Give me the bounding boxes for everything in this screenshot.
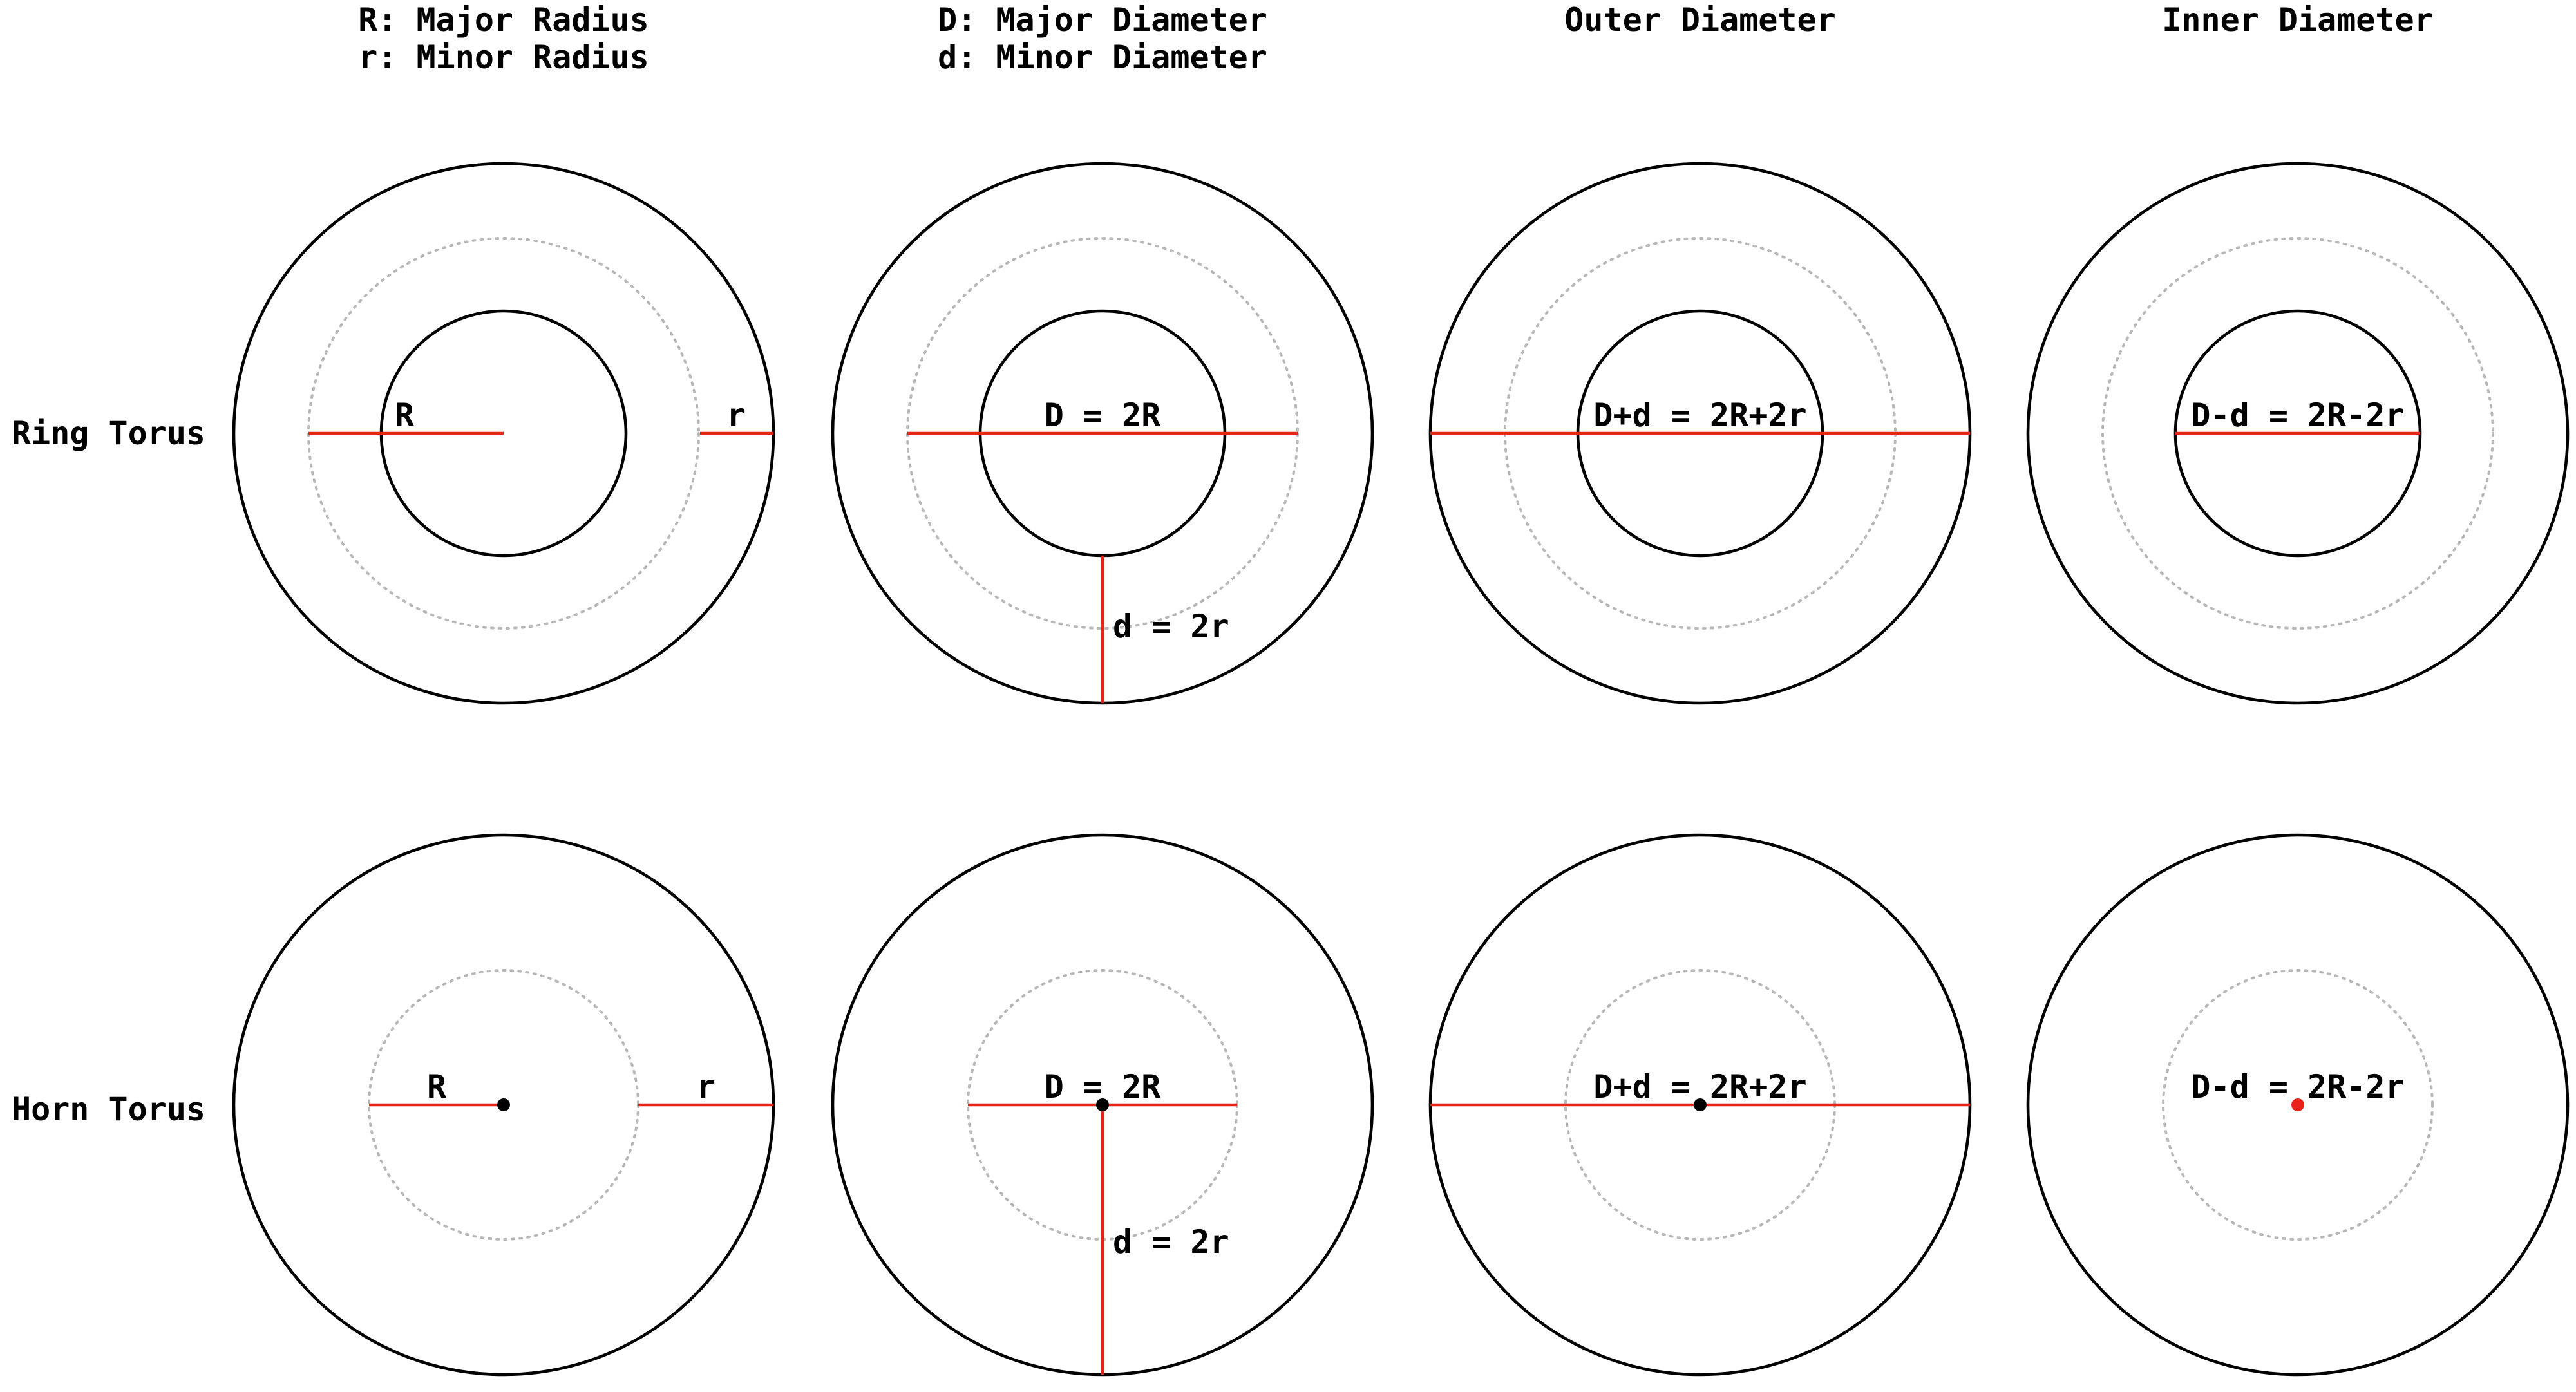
header-major-radius: R: Major Radius xyxy=(358,1,649,39)
inner-diameter-label: D-d = 2R-2r xyxy=(2191,397,2404,434)
horn-center-circle xyxy=(2162,969,2434,1241)
row-label-ring-torus: Ring Torus xyxy=(12,415,205,452)
minor-radius-label: r xyxy=(696,1068,715,1105)
ring-torus-inner-diameter-panel: D-d = 2R-2r xyxy=(2026,162,2570,705)
header-minor-diameter: d: Minor Diameter xyxy=(938,39,1267,76)
major-diameter-label: D = 2R xyxy=(1045,1068,1162,1105)
ring-torus-radii-panel: R r xyxy=(232,162,775,705)
minor-diameter-label: d = 2r xyxy=(1113,1223,1229,1261)
inner-diameter-zero-point xyxy=(2291,1098,2304,1111)
row-label-horn-torus: Horn Torus xyxy=(12,1091,205,1128)
header-inner-diameter: Inner Diameter xyxy=(2162,1,2433,39)
horn-outer-circle xyxy=(2026,833,2570,1377)
outer-diameter-label: D+d = 2R+2r xyxy=(1593,1068,1806,1105)
ring-center-circle xyxy=(2101,237,2494,630)
inner-diameter-label: D-d = 2R-2r xyxy=(2191,1068,2404,1105)
ring-torus-diameters-panel: D = 2R d = 2r xyxy=(831,162,1374,705)
major-radius-label: R xyxy=(427,1068,447,1105)
header-outer-diameter: Outer Diameter xyxy=(1564,1,1835,39)
center-point xyxy=(1694,1098,1707,1111)
major-diameter-label: D = 2R xyxy=(1045,397,1162,434)
major-radius-label: R xyxy=(395,397,415,434)
ring-torus-outer-diameter-panel: D+d = 2R+2r xyxy=(1428,162,1972,705)
horn-torus-outer-diameter-panel: D+d = 2R+2r xyxy=(1428,833,1972,1377)
outer-diameter-label: D+d = 2R+2r xyxy=(1593,397,1806,434)
center-point xyxy=(497,1098,510,1111)
minor-radius-label: r xyxy=(726,397,746,434)
minor-diameter-label: d = 2r xyxy=(1113,608,1229,645)
horn-torus-inner-diameter-panel: D-d = 2R-2r xyxy=(2026,833,2570,1377)
horn-torus-diameters-panel: D = 2R d = 2r xyxy=(831,833,1374,1377)
ring-outer-circle xyxy=(2026,162,2570,705)
horn-torus-radii-panel: R r xyxy=(232,833,775,1377)
center-point xyxy=(1096,1098,1109,1111)
header-major-diameter: D: Major Diameter xyxy=(938,1,1267,39)
header-minor-radius: r: Minor Radius xyxy=(358,39,649,76)
